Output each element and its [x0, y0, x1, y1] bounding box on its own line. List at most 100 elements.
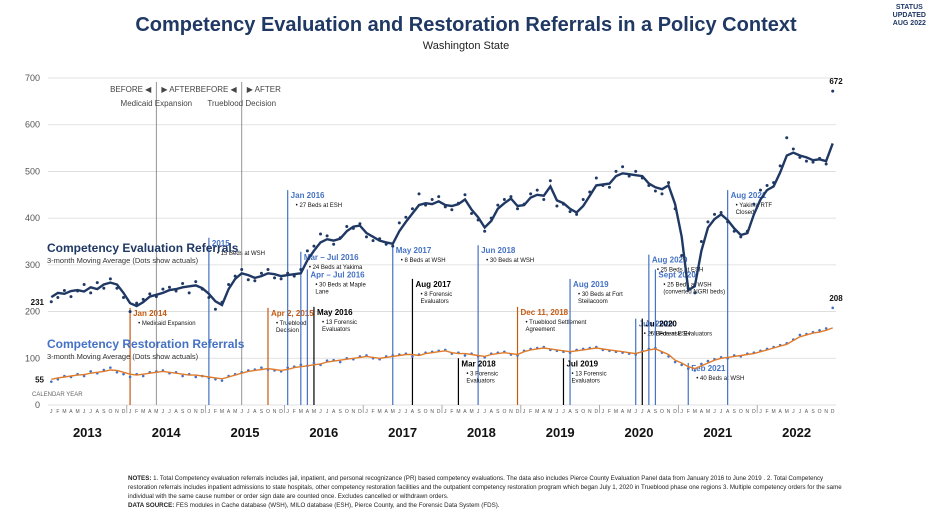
- actual-point: [818, 328, 821, 332]
- month-tick-label: M: [548, 409, 552, 415]
- event-detail: • 8 Forensic: [420, 292, 452, 298]
- actual-point: [778, 164, 782, 168]
- month-tick-label: J: [483, 409, 486, 415]
- actual-point: [345, 225, 349, 229]
- actual-point: [785, 136, 789, 140]
- event-date: 2015: [212, 239, 230, 248]
- month-tick-label: S: [260, 409, 264, 415]
- month-tick-label: D: [437, 409, 441, 415]
- actual-point: [700, 362, 703, 366]
- month-tick-label: O: [660, 409, 664, 415]
- actual-point: [181, 282, 185, 286]
- month-tick-label: A: [96, 409, 100, 415]
- year-label: 2016: [309, 425, 338, 440]
- year-label: 2018: [467, 425, 496, 440]
- year-label: 2014: [152, 425, 182, 440]
- month-tick-label: M: [233, 409, 237, 415]
- y-tick-label: 0: [35, 400, 40, 410]
- month-tick-label: O: [345, 409, 349, 415]
- month-tick-label: F: [687, 409, 690, 415]
- actual-point: [686, 367, 690, 370]
- y-tick-label: 200: [25, 307, 40, 317]
- actual-point: [49, 300, 53, 304]
- month-tick-label: M: [75, 409, 79, 415]
- month-tick-label: N: [430, 409, 434, 415]
- month-tick-label: J: [799, 409, 802, 415]
- event-date: May 2017: [396, 246, 432, 255]
- month-tick-label: J: [562, 409, 565, 415]
- month-tick-label: M: [391, 409, 395, 415]
- series-name: Competency Restoration Referrals: [47, 337, 245, 351]
- actual-point: [621, 165, 625, 169]
- month-tick-label: J: [602, 409, 605, 415]
- year-label: 2021: [703, 425, 732, 440]
- month-tick-label: M: [456, 409, 460, 415]
- event-date: Jan 2016: [291, 191, 325, 200]
- actual-point: [758, 188, 762, 192]
- actual-point: [194, 280, 198, 284]
- event-detail: • 40 Beds at WSH: [696, 376, 744, 382]
- month-tick-label: J: [89, 409, 92, 415]
- actual-point: [122, 296, 126, 300]
- status-updated: UPDATED: [892, 12, 926, 19]
- event-detail: • 27 Beds at ESH: [296, 203, 342, 209]
- actual-point: [542, 197, 546, 201]
- year-label: 2013: [73, 425, 102, 440]
- event-date: Dec 11, 2018: [521, 308, 569, 317]
- month-tick-label: D: [673, 409, 677, 415]
- actual-point: [653, 189, 657, 193]
- year-label: 2020: [625, 425, 654, 440]
- actual-point: [167, 285, 171, 289]
- month-tick-label: F: [56, 409, 59, 415]
- calendar-year-label: CALENDAR YEAR: [32, 392, 83, 398]
- actual-point: [693, 291, 697, 295]
- event-detail: • 24 Beds at Yakima: [309, 265, 363, 271]
- month-tick-label: S: [654, 409, 658, 415]
- actual-point: [312, 244, 316, 248]
- month-tick-label: J: [759, 409, 762, 415]
- event-date: Jul 2020: [645, 320, 677, 329]
- actual-point: [246, 278, 250, 282]
- actual-point: [141, 374, 145, 378]
- notes-block: NOTES: 1. Total Competency evaluation re…: [128, 474, 844, 510]
- month-tick-label: S: [811, 409, 815, 415]
- month-tick-label: D: [752, 409, 756, 415]
- event-detail: Lane: [315, 290, 329, 296]
- event-date: Aug 2021: [731, 191, 767, 200]
- actual-point: [260, 366, 263, 369]
- month-tick-label: M: [378, 409, 382, 415]
- actual-point: [148, 292, 152, 296]
- month-tick-label: J: [240, 409, 243, 415]
- actual-point: [516, 207, 520, 211]
- event-detail: • 30 Beds at Fort: [578, 292, 623, 298]
- actual-point: [529, 192, 533, 196]
- actual-point: [266, 268, 270, 272]
- y-tick-label: 100: [25, 353, 40, 363]
- month-tick-label: M: [220, 409, 224, 415]
- month-tick-label: S: [575, 409, 579, 415]
- month-tick-label: N: [509, 409, 513, 415]
- month-tick-label: M: [535, 409, 539, 415]
- month-tick-label: F: [529, 409, 532, 415]
- month-tick-label: J: [634, 409, 637, 415]
- month-tick-label: N: [194, 409, 198, 415]
- actual-point: [128, 310, 132, 314]
- month-tick-label: J: [286, 409, 289, 415]
- actual-point: [719, 211, 723, 215]
- month-tick-label: J: [556, 409, 559, 415]
- actual-point: [660, 192, 664, 196]
- status-date: AUG 2022: [892, 20, 926, 27]
- event-date: Apr – Jul 2016: [310, 271, 365, 280]
- actual-point: [122, 372, 125, 376]
- series-line: [51, 327, 833, 380]
- event-detail: • 3 Forensic: [466, 371, 498, 377]
- year-label: 2019: [546, 425, 575, 440]
- month-tick-label: J: [365, 409, 368, 415]
- month-tick-label: M: [469, 409, 473, 415]
- actual-point: [312, 361, 316, 365]
- actual-point: [194, 375, 198, 379]
- month-tick-label: J: [168, 409, 171, 415]
- year-label: 2015: [231, 425, 260, 440]
- event-detail: Evaluators: [571, 378, 599, 384]
- actual-point: [509, 195, 513, 199]
